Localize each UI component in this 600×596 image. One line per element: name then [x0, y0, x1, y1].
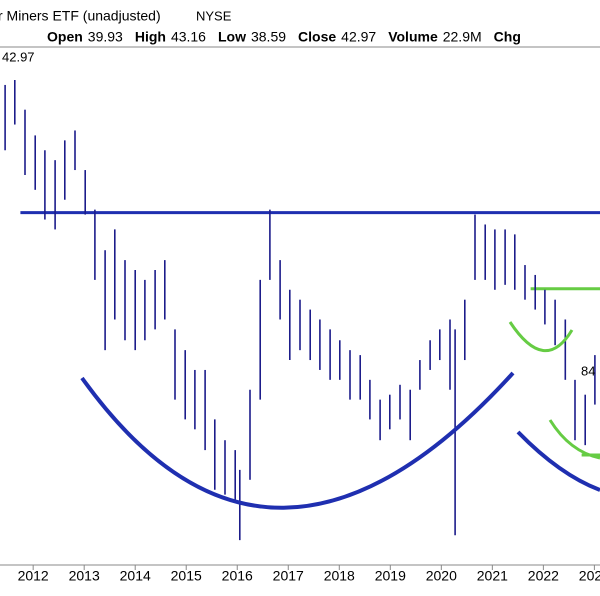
- plot: 2012 2013 2014 2015 2016 2017 2018 2019 2020 2021…: [4, 80, 600, 584]
- stats-row: Open 39.93 High 43.16 Low 38.59 Close 42.97 Volu…: [47, 29, 521, 45]
- x-tick-label: 2014: [120, 568, 151, 584]
- stat-label: Low: [218, 29, 246, 45]
- stat-label: Volume: [388, 29, 438, 45]
- stat-label: High: [135, 29, 166, 45]
- stat-value: 43.16: [171, 29, 206, 45]
- last-price: 42.97: [2, 49, 35, 64]
- chart-title: r Miners ETF (unadjusted): [0, 8, 161, 24]
- x-tick-label: 2023: [579, 568, 600, 584]
- x-tick-label: 2021: [477, 568, 508, 584]
- stat-value: 22.9M: [443, 29, 482, 45]
- stat-value: 38.59: [251, 29, 286, 45]
- stat-value: 42.97: [341, 29, 376, 45]
- handle-curve-right: [548, 419, 600, 460]
- x-tick-label: 2022: [528, 568, 559, 584]
- x-tick-label: 2013: [69, 568, 100, 584]
- x-tick-label: 2016: [222, 568, 253, 584]
- x-tick-label: 2018: [324, 568, 355, 584]
- x-tick-label: 2012: [18, 568, 49, 584]
- x-tick-label: 2015: [171, 568, 202, 584]
- x-tick-label: 2019: [375, 568, 406, 584]
- cup-curve: [80, 371, 515, 510]
- annotation: 84: [581, 363, 595, 378]
- cup-curve-right: [516, 430, 600, 492]
- exchange: NYSE: [196, 8, 232, 23]
- handle-curve: [508, 321, 574, 352]
- stat-label: Close: [298, 29, 336, 45]
- x-tick-label: 2017: [273, 568, 304, 584]
- stat-label: Chg: [494, 29, 521, 45]
- stat-value: 39.93: [88, 29, 123, 45]
- x-tick-label: 2020: [426, 568, 457, 584]
- stat-label: Open: [47, 29, 83, 45]
